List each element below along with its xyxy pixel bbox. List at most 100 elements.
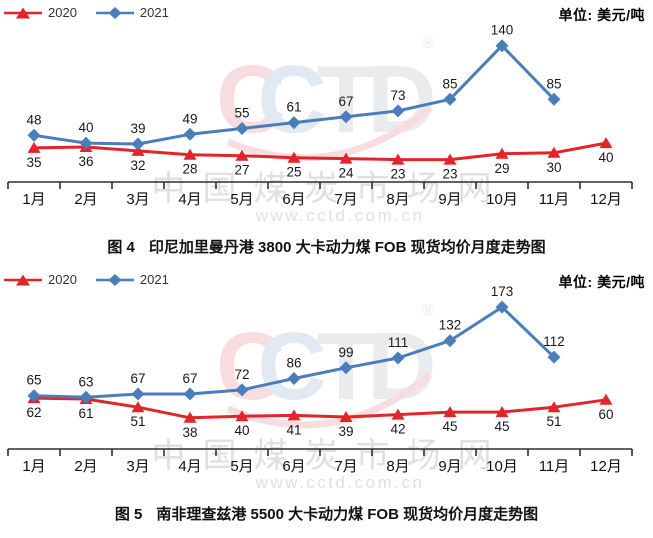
data-point-diamond [547, 92, 561, 106]
x-axis-label: 1月 [22, 191, 45, 208]
registered-mark-icon: ® [422, 302, 434, 319]
chart-4-canvas: CCTD ® 中国煤炭市场网 www.cctd.com.cn 1月 2月 3月 4月 5月 6… [0, 0, 653, 225]
data-point-diamond [287, 372, 301, 385]
x-axis-label: 2月 [74, 191, 97, 208]
data-point-triangle [339, 152, 353, 164]
figure-title-text: 印尼加里曼丹港 3800 大卡动力煤 FOB 现货均价月度走势图 [148, 238, 546, 256]
data-label: 32 [130, 158, 145, 173]
x-axis-label: 5月 [230, 191, 253, 208]
data-label: 55 [234, 106, 249, 121]
data-point-triangle [131, 401, 145, 413]
chart-5-canvas: CCTD ® 中国煤炭市场网 www.cctd.com.cn 1月 2月 3月 4月 5月 6… [0, 267, 653, 492]
data-point-diamond [547, 350, 561, 364]
data-point-triangle [287, 151, 301, 163]
data-point-triangle [235, 410, 249, 422]
series-2021-labels: 65 63 67 67 72 86 99 111 132 173 112 [26, 284, 564, 389]
data-label: 51 [546, 414, 561, 429]
data-label: 67 [130, 371, 145, 386]
data-point-diamond [443, 334, 457, 348]
data-label: 35 [26, 155, 41, 170]
data-label: 48 [26, 112, 41, 127]
data-label: 61 [286, 100, 301, 115]
data-label: 41 [286, 422, 301, 437]
data-label: 111 [388, 335, 409, 350]
data-label: 45 [494, 419, 509, 434]
site-name-watermark: 中国煤炭市场网 [152, 437, 509, 475]
data-point-diamond [183, 127, 197, 141]
data-point-triangle [339, 411, 353, 422]
data-label: 40 [234, 423, 249, 438]
data-point-diamond [79, 136, 93, 150]
chart-5-title: 图 5 南非理查兹港 5500 大卡动力煤 FOB 现货均价月度走势图 [0, 492, 653, 534]
data-label: 99 [338, 345, 353, 360]
data-label: 62 [26, 405, 41, 420]
data-label: 173 [491, 284, 514, 299]
data-label: 63 [78, 374, 93, 389]
x-axis-label: 3月 [126, 458, 149, 475]
data-point-diamond [235, 383, 249, 397]
data-label: 38 [182, 425, 197, 440]
data-label: 28 [182, 162, 197, 177]
x-axis-label: 6月 [282, 458, 305, 475]
data-point-triangle [391, 153, 405, 165]
x-axis-label: 11月 [539, 458, 570, 475]
data-label: 60 [598, 407, 613, 422]
data-label: 132 [439, 318, 462, 333]
cctd-logo-watermark: CCTD ® [216, 302, 439, 429]
series-2020 [27, 137, 613, 165]
x-axis-label: 7月 [334, 191, 357, 208]
x-axis-label: 10月 [486, 458, 518, 475]
data-point-diamond [391, 104, 405, 118]
figure-number: 图 5 [114, 505, 143, 523]
data-label: 40 [598, 150, 613, 165]
x-axis-label: 12月 [590, 458, 622, 475]
x-axis-label: 4月 [178, 191, 201, 208]
x-axis-label: 1月 [22, 458, 45, 475]
x-axis-label: 6月 [282, 191, 305, 208]
data-label: 85 [442, 76, 457, 91]
data-label: 45 [442, 419, 457, 434]
data-label: 27 [234, 163, 249, 178]
data-label: 67 [182, 371, 197, 386]
figure-title-text: 南非理查兹港 5500 大卡动力煤 FOB 现货均价月度走势图 [156, 505, 539, 523]
data-point-diamond [235, 122, 249, 135]
cctd-logo-watermark: CCTD ® [216, 35, 439, 162]
figure-4: CCTD ® 中国煤炭市场网 www.cctd.com.cn 1月 2月 3月 4月 5月 6… [0, 0, 653, 267]
data-point-triangle [599, 137, 613, 149]
data-point-triangle [443, 153, 457, 165]
data-label: 51 [130, 414, 145, 429]
data-point-triangle [547, 146, 561, 158]
data-point-diamond [27, 389, 41, 403]
data-label: 25 [286, 165, 301, 180]
data-label: 23 [442, 167, 457, 182]
x-axis-label: 12月 [590, 191, 622, 208]
data-point-triangle [27, 141, 41, 153]
series-2020 [27, 392, 613, 423]
data-point-diamond [495, 39, 509, 53]
data-label: 86 [286, 356, 301, 371]
x-axis-label: 8月 [386, 191, 409, 208]
site-url-watermark: www.cctd.com.cn [255, 473, 425, 492]
data-point-triangle [599, 393, 613, 405]
data-label: 61 [78, 406, 93, 421]
x-axis-label: 10月 [486, 191, 518, 208]
data-label: 112 [543, 334, 565, 349]
x-axis-labels: 1月 2月 3月 4月 5月 6月 7月 8月 9月 10月 11月 12月 [22, 191, 622, 208]
data-label: 67 [338, 94, 353, 109]
series-2021 [27, 300, 561, 404]
data-label: 30 [546, 160, 561, 175]
data-point-diamond [339, 110, 353, 124]
registered-mark-icon: ® [422, 35, 434, 52]
data-point-triangle [495, 147, 509, 159]
data-label: 29 [494, 161, 509, 176]
data-point-diamond [27, 128, 41, 142]
data-label: 23 [390, 167, 405, 182]
x-axis-label: 11月 [539, 191, 570, 208]
x-axis-label: 9月 [438, 191, 461, 208]
x-axis-label: 3月 [126, 191, 149, 208]
chart-4-title: 图 4 印尼加里曼丹港 3800 大卡动力煤 FOB 现货均价月度走势图 [0, 225, 653, 267]
series-2021 [27, 39, 561, 151]
